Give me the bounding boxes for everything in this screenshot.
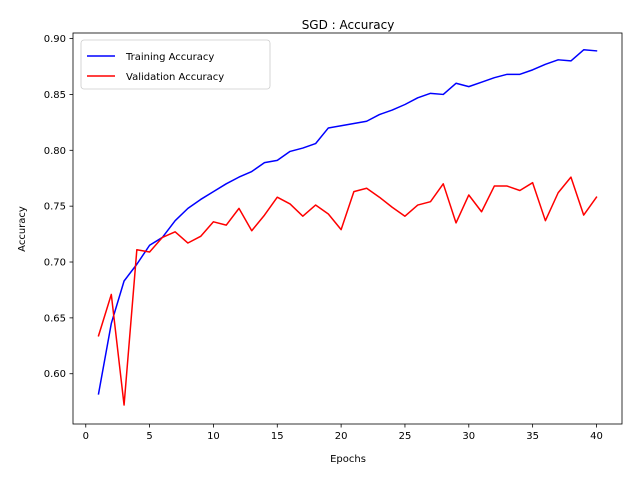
- validation-accuracy-line: [97, 176, 598, 406]
- y-tick-label: 0.80: [44, 146, 66, 157]
- axes-frame: [72, 32, 623, 425]
- plot-area: [97, 49, 598, 406]
- x-tick-label: 10: [207, 431, 220, 442]
- y-tick-label: 0.60: [44, 369, 66, 380]
- y-tick-label: 0.75: [44, 202, 66, 213]
- y-tick-label: 0.85: [44, 90, 66, 101]
- y-tick-label: 0.90: [44, 34, 66, 45]
- chart-title: SGD : Accuracy: [302, 18, 395, 32]
- x-tick-label: 35: [526, 431, 539, 442]
- y-tick-label: 0.65: [44, 313, 66, 324]
- y-axis-label: Accuracy: [17, 206, 28, 252]
- x-tick-label: 5: [146, 431, 152, 442]
- y-axis-ticks: 0.60 0.65 0.70 0.75 0.80 0.85 0.90: [44, 34, 73, 380]
- training-accuracy-legend-label: Training Accuracy: [125, 52, 214, 63]
- y-tick-label: 0.70: [44, 258, 66, 269]
- legend: Training Accuracy Validation Accuracy: [80, 39, 271, 90]
- x-tick-label: 40: [590, 431, 603, 442]
- x-axis-label: Epochs: [330, 454, 366, 465]
- training-accuracy-line: [97, 49, 598, 395]
- x-tick-label: 15: [271, 431, 284, 442]
- x-tick-label: 25: [399, 431, 412, 442]
- legend-box: [80, 39, 271, 90]
- x-axis-ticks: 0 5 10 15 20 25 30 35 40: [83, 424, 603, 442]
- x-tick-label: 30: [462, 431, 475, 442]
- validation-accuracy-legend-label: Validation Accuracy: [126, 72, 224, 83]
- x-tick-label: 20: [335, 431, 348, 442]
- x-tick-label: 0: [83, 431, 89, 442]
